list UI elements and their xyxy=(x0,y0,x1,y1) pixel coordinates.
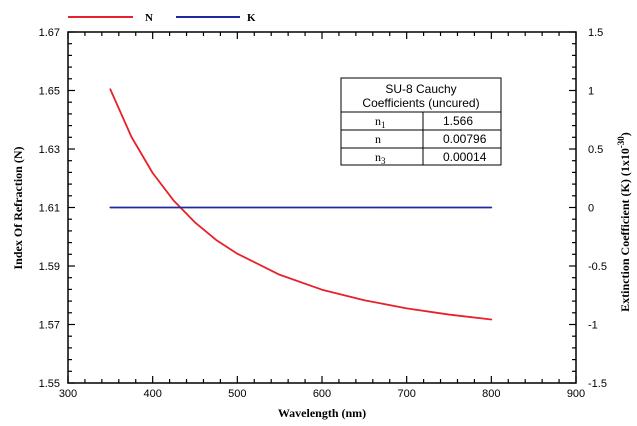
legend-label-n: N xyxy=(145,12,153,24)
table-row-symbol-subscript: 1 xyxy=(381,120,386,130)
axis-tick-labels: 300 400 500 600 700 800 900 1.55 1.57 1.59 1.61 1.6… xyxy=(39,27,607,400)
y-left-tick-label: 1.55 xyxy=(39,378,60,390)
x-axis-title: Wavelength (nm) xyxy=(278,406,366,420)
y-right-tick-label: 0.5 xyxy=(588,144,603,156)
table-row-value: 1.566 xyxy=(443,114,473,128)
y-right-tick-label: 1.5 xyxy=(588,27,603,39)
x-tick-label: 700 xyxy=(397,388,415,400)
table-row-symbol-base: n xyxy=(375,150,381,164)
y-left-tick-label: 1.63 xyxy=(39,144,60,156)
y-axis-right-title-prefix: Extinction Coefficient (K) (1x10 xyxy=(618,148,632,312)
x-tick-label: 300 xyxy=(59,388,77,400)
table-title-line2: Coefficients (uncured) xyxy=(362,96,479,110)
table-row-value: 0.00014 xyxy=(443,150,487,164)
x-tick-label: 800 xyxy=(482,388,500,400)
cauchy-coefficients-table: SU-8 Cauchy Coefficients (uncured) n1 1.… xyxy=(340,77,502,166)
legend-label-k: K xyxy=(247,12,256,24)
y-left-tick-label: 1.61 xyxy=(39,203,60,215)
table-row-symbol: n3 xyxy=(375,150,386,166)
x-tick-label: 400 xyxy=(143,388,161,400)
table-row-symbol-base: n xyxy=(375,114,381,128)
table-title-line1: SU-8 Cauchy xyxy=(385,82,456,96)
y-left-tick-label: 1.67 xyxy=(39,27,60,39)
table-row-symbol-subscript: 3 xyxy=(381,156,386,166)
table-row-symbol-base: n xyxy=(375,132,381,146)
table-row-symbol: n xyxy=(375,132,381,146)
x-tick-label: 500 xyxy=(228,388,246,400)
y-axis-right-title-exponent: -30 xyxy=(616,136,626,148)
table-row-value: 0.00796 xyxy=(443,132,487,146)
y-right-tick-label: 0 xyxy=(588,203,594,215)
y-axis-right-title-suffix: ) xyxy=(618,132,632,136)
series-line-n xyxy=(109,88,493,321)
legend: N K xyxy=(68,12,256,24)
table-frame xyxy=(340,77,502,166)
table-row-symbol: n1 xyxy=(375,114,386,130)
series-layer xyxy=(109,88,493,321)
y-left-tick-label: 1.59 xyxy=(39,261,60,273)
y-right-tick-label: -1 xyxy=(588,320,598,332)
y-right-tick-label: -1.5 xyxy=(588,378,607,390)
y-right-tick-label: 1 xyxy=(588,86,594,98)
axis-ticks xyxy=(67,31,577,384)
y-axis-left-title: Index Of Refraction (N) xyxy=(11,147,25,270)
y-right-tick-label: -0.5 xyxy=(588,261,607,273)
x-tick-label: 900 xyxy=(567,388,585,400)
y-left-tick-label: 1.57 xyxy=(39,320,60,332)
x-tick-label: 600 xyxy=(313,388,331,400)
y-left-tick-label: 1.65 xyxy=(39,86,60,98)
y-axis-right-title: Extinction Coefficient (K) (1x10-30) xyxy=(616,132,632,312)
